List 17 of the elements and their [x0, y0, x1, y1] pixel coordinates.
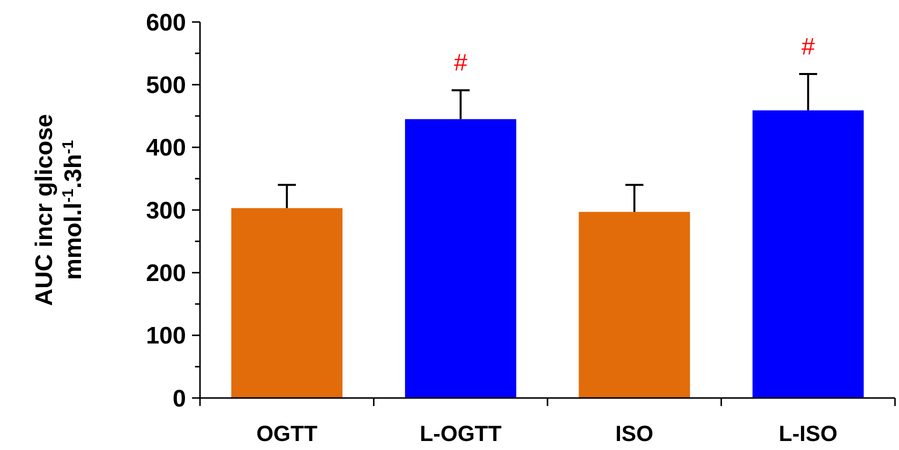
annotation: # [801, 33, 816, 60]
x-tick-label: OGTT [256, 421, 318, 446]
bar [578, 212, 690, 398]
bar [752, 110, 864, 398]
bar [405, 119, 516, 398]
y-tick-label: 400 [146, 134, 186, 162]
x-tick-label: ISO [615, 421, 654, 446]
y-tick-label: 100 [146, 322, 186, 350]
y-tick-label: 0 [172, 385, 186, 412]
y-tick-label: 600 [146, 9, 186, 36]
y-tick-label: 300 [146, 197, 186, 224]
annotation: # [454, 50, 468, 77]
y-tick-label: 500 [146, 72, 186, 100]
bar [231, 208, 342, 398]
y-tick-label: 200 [146, 260, 186, 288]
x-tick-label: L-ISO [778, 421, 838, 446]
x-tick-label: L-OGTT [420, 421, 502, 446]
